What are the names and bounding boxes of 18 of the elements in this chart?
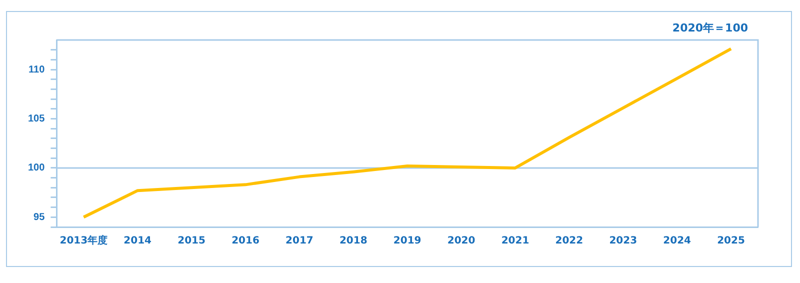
y-tick-label: 95: [34, 212, 46, 223]
x-tick-label: 2013年度: [60, 234, 108, 247]
y-tick-label: 110: [28, 64, 46, 76]
x-tick-label: 2018: [339, 236, 368, 247]
text: 2020年＝100: [672, 21, 748, 34]
x-tick-label: 2020: [447, 236, 476, 247]
x-tick-label: 2014: [124, 236, 152, 247]
x-tick-label: 2017: [286, 236, 314, 247]
x-tick-label: 2021: [501, 236, 530, 247]
x-tick-label: 2023: [609, 236, 638, 247]
y-tick-label: 100: [28, 162, 46, 174]
y-tick-label: 105: [28, 113, 46, 124]
x-tick-label: 2016: [232, 236, 260, 247]
x-tick-label: 2022: [555, 236, 584, 247]
x-tick-label: 2015: [178, 236, 206, 247]
x-tick-label: 2024: [663, 236, 692, 247]
x-tick-label: 2025: [717, 236, 745, 247]
x-tick-label: 2019: [393, 236, 422, 247]
